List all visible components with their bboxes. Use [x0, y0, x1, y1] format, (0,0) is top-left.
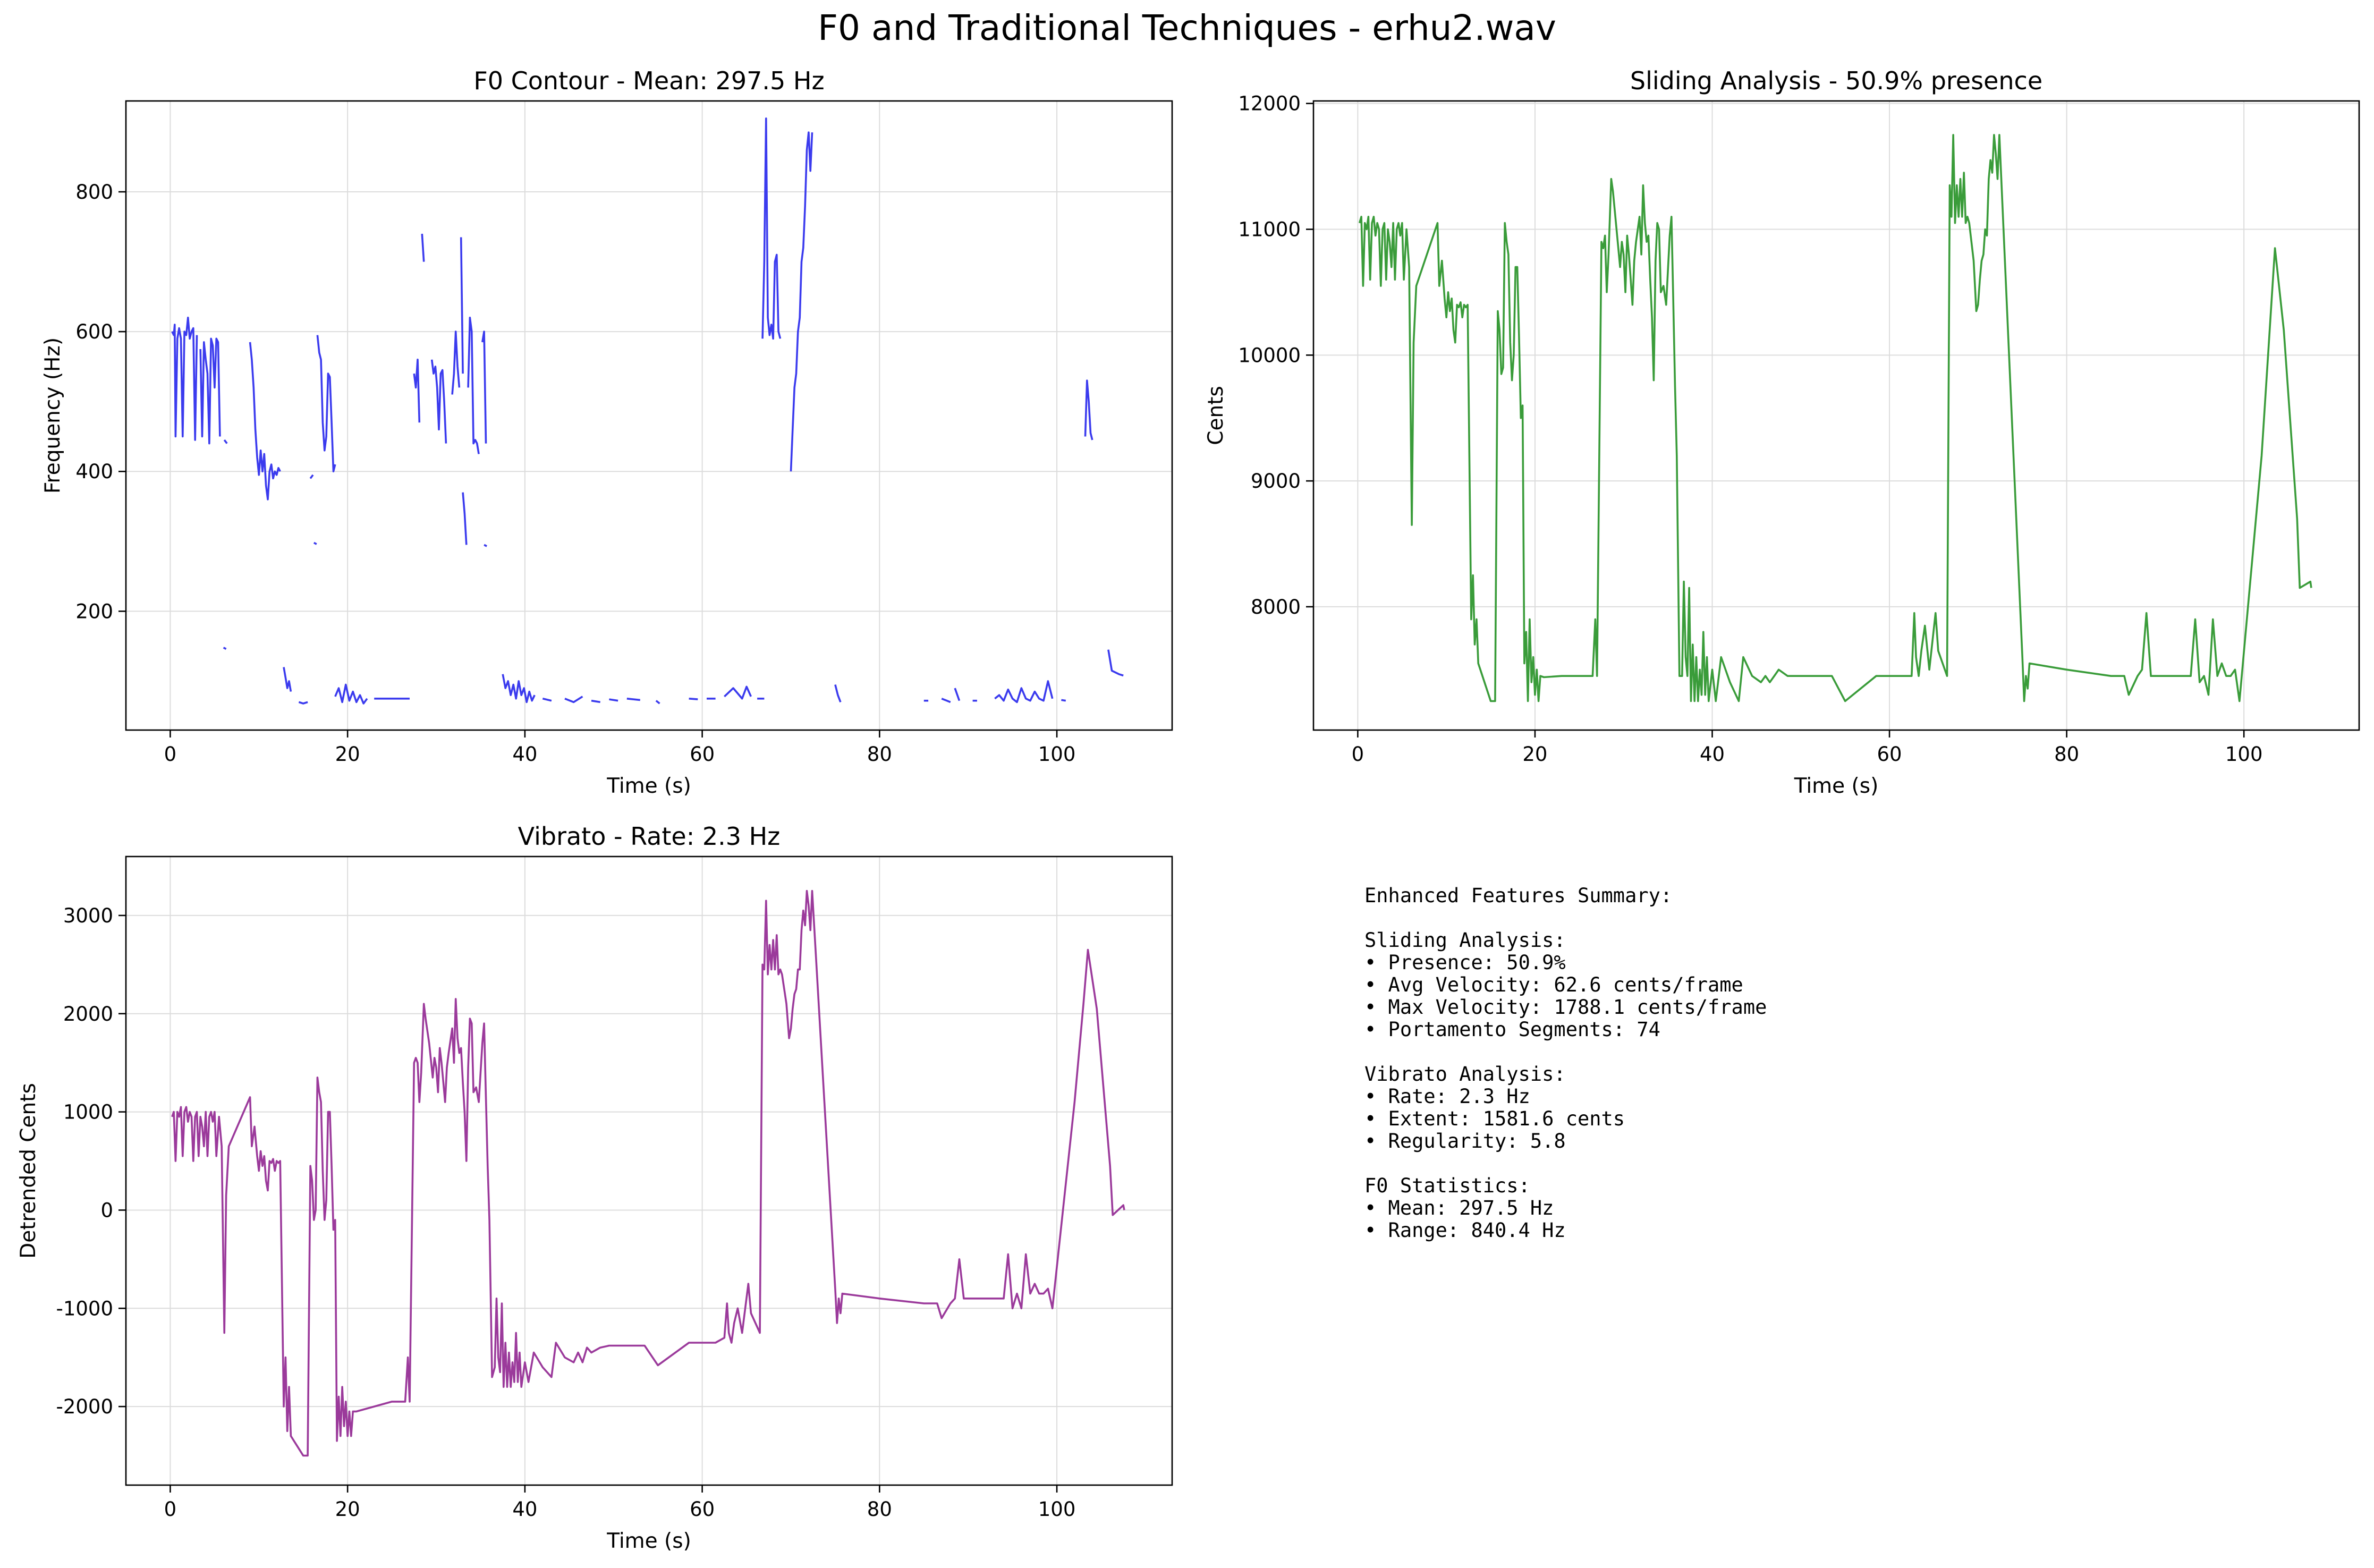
- x-tick-label: 40: [512, 743, 537, 766]
- x-tick-label: 0: [1352, 743, 1364, 766]
- series-line: [171, 889, 1125, 1457]
- series-line: [223, 647, 227, 650]
- x-tick-label: 0: [164, 743, 177, 766]
- series-line: [199, 337, 221, 445]
- chart-title: Vibrato - Rate: 2.3 Hz: [518, 822, 781, 851]
- series-line: [223, 439, 228, 444]
- series-line: [171, 316, 198, 441]
- chart-title: F0 Contour - Mean: 297.5 Hz: [473, 66, 824, 95]
- x-tick-label: 0: [164, 1498, 177, 1521]
- series-line: [954, 688, 961, 701]
- x-tick-label: 100: [1038, 1498, 1076, 1521]
- y-tick-label: 2000: [63, 1003, 113, 1025]
- axes-frame: [1312, 100, 2360, 731]
- figure-title: F0 and Traditional Techniques - erhu2.wa…: [818, 7, 1556, 48]
- y-tick-label: 800: [75, 181, 113, 204]
- series-line: [761, 117, 782, 340]
- axes-frame: [125, 100, 1173, 731]
- x-axis-label: Time (s): [606, 774, 691, 798]
- series-line: [502, 674, 536, 704]
- series-line: [834, 684, 842, 703]
- series-line: [941, 698, 951, 704]
- series-line: [1084, 379, 1093, 440]
- series-line: [421, 233, 425, 262]
- series-line: [451, 330, 461, 395]
- y-tick-label: -2000: [56, 1395, 113, 1418]
- series-line: [462, 492, 468, 545]
- y-tick-label: 400: [75, 460, 113, 483]
- x-tick-label: 40: [512, 1498, 537, 1521]
- y-tick-label: 9000: [1251, 470, 1301, 493]
- series-line: [484, 544, 487, 547]
- x-tick-label: 20: [335, 1498, 360, 1521]
- series-line: [316, 335, 336, 473]
- series-line: [313, 541, 317, 545]
- series-line: [1358, 134, 2312, 702]
- y-tick-label: 3000: [63, 904, 113, 927]
- series-line: [591, 699, 600, 704]
- series-line: [460, 237, 464, 374]
- x-tick-label: 80: [867, 1498, 892, 1521]
- y-tick-label: 11000: [1238, 218, 1301, 241]
- y-tick-label: 1000: [63, 1101, 113, 1124]
- y-tick-label: 200: [75, 600, 113, 623]
- series-line: [994, 680, 1054, 704]
- x-tick-label: 20: [1522, 743, 1547, 766]
- chart-title: Sliding Analysis - 50.9% presence: [1630, 66, 2042, 95]
- y-axis-label: Cents: [1204, 386, 1228, 445]
- y-tick-label: 12000: [1238, 92, 1301, 115]
- x-tick-label: 80: [2054, 743, 2079, 766]
- series-line: [542, 698, 552, 702]
- y-tick-label: 10000: [1238, 344, 1301, 367]
- series-line: [334, 683, 368, 705]
- y-tick-label: 0: [100, 1199, 113, 1222]
- series-line: [609, 698, 618, 702]
- y-axis-label: Frequency (Hz): [41, 337, 65, 494]
- series-line: [1107, 649, 1124, 677]
- series-line: [655, 700, 660, 705]
- y-tick-label: 600: [75, 320, 113, 343]
- series-line: [309, 474, 314, 479]
- series-line: [283, 667, 292, 692]
- series-line: [481, 330, 487, 444]
- y-axis-label: Detrended Cents: [16, 1083, 40, 1259]
- features-summary: Enhanced Features Summary: Sliding Analy…: [1364, 884, 1767, 1242]
- x-tick-label: 80: [867, 743, 892, 766]
- y-tick-label: 8000: [1251, 596, 1301, 618]
- x-tick-label: 60: [690, 1498, 715, 1521]
- series-line: [249, 342, 281, 501]
- series-line: [626, 698, 640, 701]
- series-line: [430, 359, 447, 444]
- series-line: [564, 696, 583, 704]
- x-axis-label: Time (s): [606, 1529, 691, 1553]
- series-line: [790, 131, 813, 472]
- x-tick-label: 100: [1038, 743, 1076, 766]
- axes-frame: [125, 855, 1173, 1486]
- x-tick-label: 60: [690, 743, 715, 766]
- series-line: [724, 685, 752, 700]
- x-tick-label: 20: [335, 743, 360, 766]
- x-axis-label: Time (s): [1794, 774, 1879, 798]
- x-tick-label: 100: [2225, 743, 2263, 766]
- y-tick-label: -1000: [56, 1297, 113, 1320]
- series-line: [467, 316, 480, 454]
- x-tick-label: 60: [1877, 743, 1902, 766]
- series-line: [413, 358, 421, 423]
- series-line: [298, 701, 308, 705]
- x-tick-label: 40: [1700, 743, 1725, 766]
